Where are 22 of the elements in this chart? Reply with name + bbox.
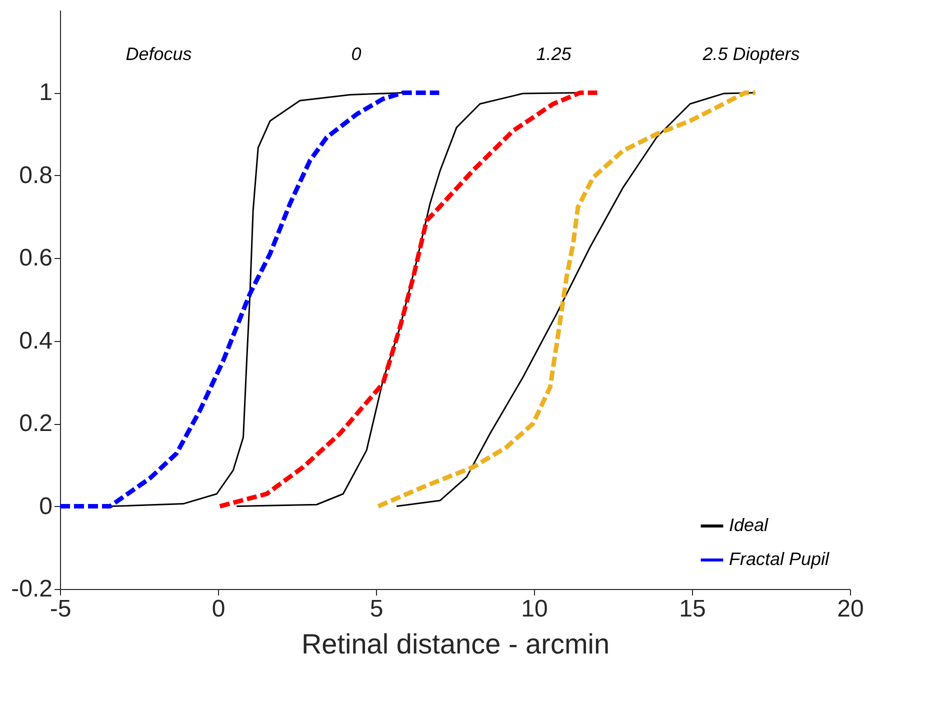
y-tick-label: 0.2 [19, 410, 52, 438]
y-tick-label: 0.6 [19, 244, 52, 272]
x-tick-label: 5 [370, 596, 384, 622]
annotation: Defocus [126, 44, 192, 64]
annotation: 1.25 [536, 44, 572, 64]
x-tick-label: -5 [50, 596, 72, 622]
y-tick-label: 0.8 [19, 162, 52, 189]
y-tick-label: 1 [39, 79, 52, 106]
x-tick-label: 15 [679, 596, 706, 622]
x-tick-label: 20 [837, 596, 864, 622]
line-series [60, 90, 442, 509]
y-tick-label: 0.4 [19, 327, 52, 354]
legend-label: Fractal Pupil [729, 549, 830, 569]
line-series [110, 92, 404, 508]
x-tick-label: 10 [521, 596, 548, 622]
y-tick-label: 0 [39, 492, 52, 520]
legend-label: Ideal [729, 515, 770, 535]
x-tick-label: 0 [212, 596, 226, 622]
annotation: 0 [351, 44, 362, 64]
x-axis-title: Retinal distance - arcmin [301, 628, 610, 660]
annotation: 2.5 Diopters [702, 44, 800, 64]
y-tick-label: -0.2 [11, 576, 52, 602]
